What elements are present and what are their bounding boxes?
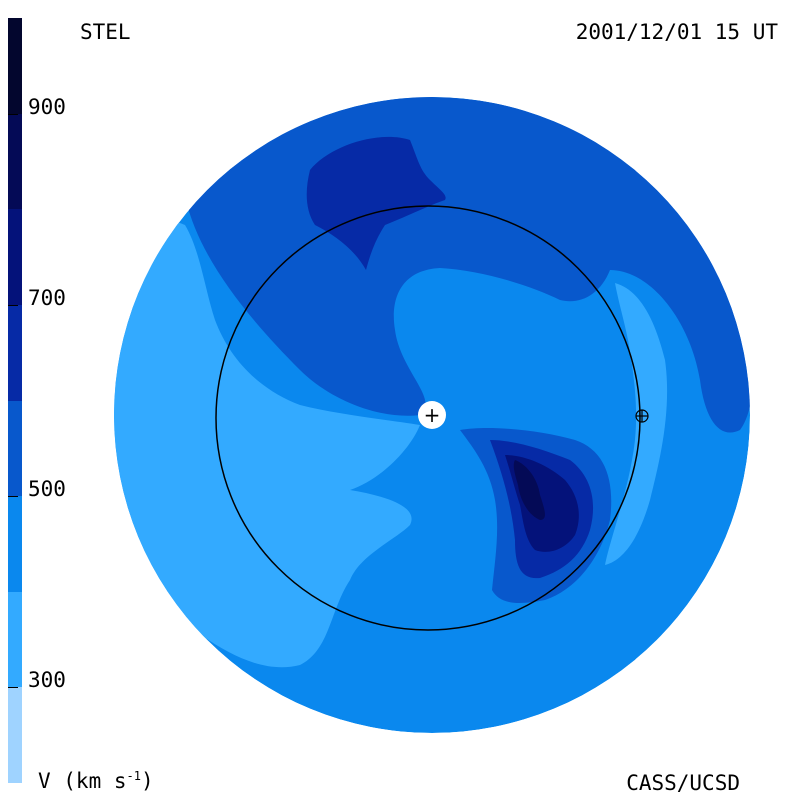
velocity-colorbar (8, 18, 22, 783)
colorbar-tick-label: 300 (28, 668, 66, 693)
colorbar-band-300-400 (8, 591, 22, 688)
colorbar-band-900-1000 (8, 18, 22, 114)
sun-marker (418, 401, 446, 429)
colorbar-tick-label: 500 (28, 477, 66, 502)
colorbar-band-600-700 (8, 304, 22, 401)
earth-marker (635, 409, 649, 423)
contour-300-400-left (114, 217, 420, 668)
colorbar-band-500-600 (8, 400, 22, 497)
colorbar-tick (8, 304, 18, 306)
contour-600-700-upper (306, 136, 446, 270)
colorbar-tick (8, 113, 18, 115)
units-label: V (km s-1) (38, 769, 154, 793)
contour-800-900-core (513, 460, 545, 520)
colorbar-band-700-800 (8, 209, 22, 305)
timestamp-label: 2001/12/01 15 UT (575, 20, 778, 44)
colorbar-band-400-500 (8, 496, 22, 592)
colorbar-band-800-900 (8, 113, 22, 210)
contour-300-400-right-sliver (605, 283, 668, 565)
colorbar-tick (8, 687, 18, 689)
credit-label: CASS/UCSD (626, 771, 740, 795)
colorbar-band-200-300 (8, 687, 22, 783)
observatory-label: STEL (80, 20, 131, 44)
sun-symbol: + (424, 403, 441, 427)
colorbar-tick (8, 496, 18, 498)
earth-orbit-circle (215, 205, 641, 631)
colorbar-tick-label: 700 (28, 285, 66, 310)
colorbar-tick-label: 900 (28, 94, 66, 119)
